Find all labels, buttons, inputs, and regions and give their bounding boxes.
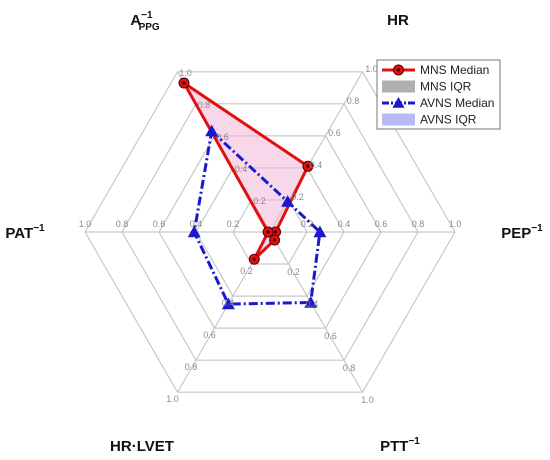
tick-appg-5: 1.0	[179, 68, 192, 78]
tick-pat-3: 0.6	[153, 219, 166, 229]
iqr-bands	[184, 83, 308, 260]
tick-hrlvet-2: 0.4	[222, 298, 235, 308]
tick-hrlvet-5: 1.0	[166, 394, 179, 404]
legend-marker-avns-median	[392, 97, 405, 108]
tick-ptt-4: 0.8	[343, 363, 356, 373]
grid-spoke-ptt	[269, 231, 364, 393]
mns-point-hr-center	[306, 164, 310, 168]
tick-appg-3: 0.6	[216, 132, 229, 142]
tick-hrlvet-3: 0.6	[203, 330, 216, 340]
legend-label-mns-iqr: MNS IQR	[420, 80, 472, 94]
tick-pat-2: 0.4	[190, 219, 203, 229]
axis-labels: A−1 PPG HR PEP−1 PTT−1 HR·LVET PAT−1	[5, 10, 543, 455]
mns-point-appg-center	[182, 81, 186, 85]
legend-label-avns-median: AVNS Median	[420, 96, 494, 110]
legend-label-mns-median: MNS Median	[420, 63, 489, 77]
tick-hr-3: 0.6	[328, 128, 341, 138]
tick-pep-2: 0.4	[338, 219, 351, 229]
tick-ptt-1: 0.2	[287, 267, 300, 277]
mns-point-hrlvet-center	[252, 257, 256, 261]
avns-point-pep	[313, 225, 327, 238]
tick-pat-5: 1.0	[79, 219, 92, 229]
tick-ptt-5: 1.0	[361, 395, 374, 405]
tick-appg-2: 0.4	[235, 164, 248, 174]
mns-point-pep-center	[274, 230, 278, 234]
tick-pep-1: 0.2	[301, 219, 314, 229]
axis-label-pep: PEP−1	[501, 223, 543, 242]
tick-hr-5: 1.0	[365, 64, 378, 74]
axis-label-ptt: PTT−1	[380, 436, 420, 455]
avns-point-hr	[281, 195, 295, 207]
axis-label-hrlvet: HR·LVET	[110, 438, 174, 455]
tick-pep-3: 0.6	[375, 219, 388, 229]
axis-label-appg: A−1 PPG	[130, 10, 160, 33]
legend: MNS Median MNS IQR AVNS Median AVNS IQR	[376, 59, 501, 130]
mns-iqr-band	[184, 83, 308, 260]
tick-pat-4: 0.8	[116, 219, 129, 229]
legend-swatch-mns-iqr	[382, 80, 415, 93]
axis-label-pat: PAT−1	[5, 223, 45, 242]
tick-hrlvet-1: 0.2	[240, 266, 253, 276]
tick-ptt-3: 0.6	[324, 331, 337, 341]
tick-hr-1: 0.2	[291, 192, 304, 202]
tick-hr-2: 0.4	[310, 160, 323, 170]
tick-hrlvet-4: 0.8	[185, 362, 198, 372]
tick-appg-4: 0.8	[198, 100, 211, 110]
avns-point-ptt	[304, 296, 318, 308]
avns-point-hrlvet	[221, 297, 235, 310]
mns-point-ptt-center	[273, 238, 277, 242]
legend-swatch-avns-iqr	[382, 113, 415, 126]
tick-pat-1: 0.2	[227, 219, 240, 229]
axis-label-hr: HR	[387, 12, 409, 29]
tick-ptt-2: 0.4	[306, 299, 319, 309]
tick-appg-1: 0.2	[253, 196, 266, 206]
legend-marker-center-mns-median	[396, 68, 401, 72]
tick-hr-4: 0.8	[347, 96, 360, 106]
legend-label-avns-iqr: AVNS IQR	[420, 113, 477, 127]
avns-point-appg	[205, 124, 219, 137]
avns-point-pat	[187, 225, 201, 238]
series-layer	[178, 77, 327, 310]
tick-pep-4: 0.8	[412, 219, 425, 229]
tick-pep-5: 1.0	[449, 219, 462, 229]
tick-labels: 0.2 0.4 0.6 0.8 1.0 0.2 0.4 0.6 0.8 1.0 0.2 0.4 0.6 0…	[79, 64, 462, 405]
mns-point-pat-center	[266, 230, 270, 234]
